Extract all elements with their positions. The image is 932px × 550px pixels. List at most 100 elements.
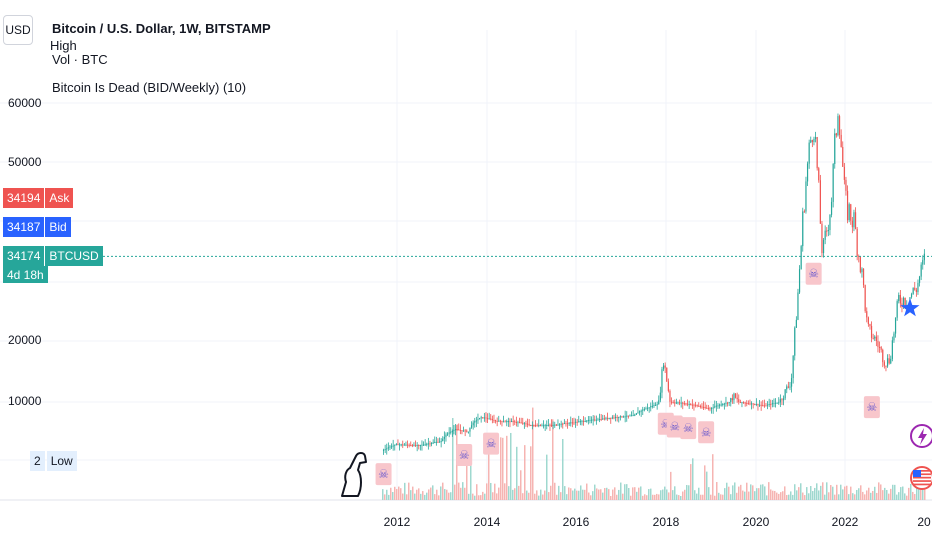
- candle: [917, 282, 919, 292]
- volume-bar: [862, 491, 864, 500]
- volume-bar: [578, 490, 580, 500]
- candle: [478, 418, 481, 420]
- volume-bar: [552, 419, 554, 500]
- volume-bar: [898, 492, 900, 500]
- candle: [592, 419, 594, 421]
- candle: [923, 253, 925, 261]
- candle: [555, 424, 557, 426]
- candle: [898, 294, 900, 302]
- currency-button[interactable]: USD: [3, 15, 33, 45]
- candle: [805, 181, 807, 212]
- volume-bar: [582, 489, 584, 500]
- volume-bar: [808, 493, 810, 500]
- candle: [454, 429, 457, 431]
- candle: [483, 417, 485, 419]
- volume-bar: [846, 485, 848, 500]
- candle: [430, 442, 433, 444]
- volume-bar: [468, 493, 470, 500]
- candle: [701, 406, 703, 408]
- candle: [853, 212, 855, 228]
- volume-bar: [696, 493, 698, 500]
- ask-price-tag[interactable]: 34194 Ask: [3, 188, 74, 208]
- volume-bar: [912, 491, 914, 500]
- skull-crossbones-icon[interactable]: ☠: [456, 444, 473, 467]
- candle: [504, 421, 506, 423]
- volume-bar: [870, 492, 872, 500]
- skull-crossbones-icon[interactable]: ☠: [375, 463, 392, 486]
- candle: [608, 417, 610, 419]
- candle: [773, 403, 775, 405]
- candle: [885, 365, 887, 367]
- candle: [539, 425, 541, 427]
- candle: [445, 434, 447, 437]
- volume-bar: [400, 488, 402, 500]
- candle: [920, 264, 922, 277]
- candle: [664, 365, 666, 368]
- candle: [528, 424, 530, 426]
- last-price-tag[interactable]: 34174 BTCUSD: [3, 246, 103, 266]
- skull-crossbones-icon[interactable]: ☠: [805, 262, 822, 285]
- y-tick-label: 60000: [8, 96, 42, 110]
- skull-crossbones-icon[interactable]: ☠: [483, 432, 500, 455]
- bid-price-tag[interactable]: 34187 Bid: [3, 217, 71, 237]
- candle: [426, 443, 428, 445]
- candle: [538, 425, 540, 427]
- volume-bar: [740, 484, 742, 500]
- candle: [597, 419, 599, 421]
- skull-crossbones-icon[interactable]: ☠: [680, 417, 697, 440]
- candle: [682, 402, 684, 404]
- volume-bar: [776, 492, 778, 500]
- volume-bar: [518, 485, 520, 500]
- volume-bar: [502, 437, 504, 500]
- candle: [910, 294, 913, 298]
- candle: [493, 420, 495, 422]
- legend-volume[interactable]: Vol · BTC: [52, 52, 108, 67]
- volume-bar: [656, 493, 658, 500]
- candle: [398, 444, 401, 446]
- candle: [726, 402, 729, 404]
- volume-bar: [746, 482, 748, 500]
- skull-crossbones-icon[interactable]: ☠: [666, 415, 683, 438]
- candle: [629, 415, 631, 417]
- volume-bar: [782, 491, 784, 500]
- candle: [850, 204, 852, 221]
- y-tick-label: 10000: [8, 394, 42, 408]
- x-tick-label: 2012: [383, 515, 411, 529]
- candle: [565, 423, 567, 425]
- candle: [864, 285, 866, 312]
- candle: [470, 425, 473, 428]
- volume-bar: [564, 486, 566, 500]
- legend-indicator[interactable]: Bitcoin Is Dead (BID/Weekly) (10): [52, 80, 247, 95]
- candle: [603, 418, 605, 420]
- us-flag-icon[interactable]: [910, 466, 932, 490]
- candle: [546, 424, 548, 426]
- ask-price-label: Ask: [44, 188, 74, 208]
- dinosaur-logo-icon[interactable]: [341, 452, 367, 497]
- skull-crossbones-icon[interactable]: ☠: [698, 421, 715, 444]
- candle: [674, 402, 676, 404]
- candle: [466, 430, 468, 432]
- candle: [547, 424, 549, 426]
- candle: [728, 402, 730, 404]
- candle: [685, 403, 687, 405]
- low-tag[interactable]: 2 Low: [30, 451, 77, 471]
- volume-bar: [730, 494, 732, 500]
- candle: [883, 362, 885, 366]
- candle: [662, 365, 665, 370]
- volume-bar: [716, 482, 718, 500]
- volume-bar: [612, 489, 614, 500]
- candle: [576, 421, 578, 423]
- volume-bar: [384, 494, 386, 500]
- volume-bar: [548, 492, 550, 500]
- bar-countdown: 4d 18h: [3, 266, 48, 283]
- candle: [542, 425, 545, 427]
- volume-bar: [756, 488, 758, 500]
- candle: [491, 419, 493, 421]
- candle: [688, 404, 690, 406]
- lightning-icon[interactable]: [910, 424, 932, 448]
- skull-crossbones-icon[interactable]: ☠: [863, 396, 880, 419]
- candle: [467, 431, 469, 433]
- volume-bar: [442, 482, 444, 500]
- candle: [421, 444, 423, 446]
